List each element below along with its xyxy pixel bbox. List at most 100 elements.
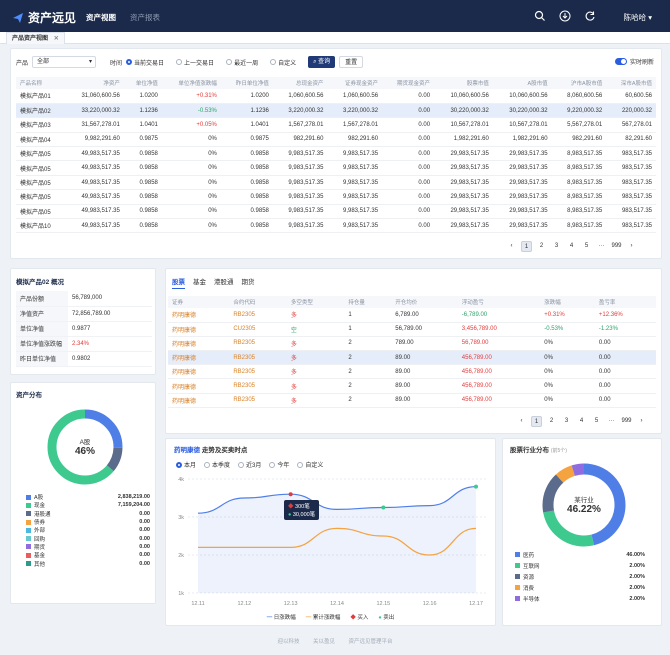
query-button[interactable]: ⌕ 查询: [308, 56, 336, 68]
radio-current-day[interactable]: 当前交易日: [126, 58, 164, 67]
legend-item[interactable]: 互联网 2.00%: [515, 560, 645, 571]
donut-segment[interactable]: [47, 409, 123, 485]
time-label: 时间: [110, 60, 123, 67]
page-button[interactable]: 1: [531, 416, 542, 427]
legend-item[interactable]: 消费 2.00%: [515, 582, 645, 593]
tab-hk-connect[interactable]: 港股通: [214, 279, 234, 286]
page-button[interactable]: 2: [539, 243, 544, 249]
legend-item[interactable]: 其他 0.00: [26, 559, 150, 568]
trade-marker[interactable]: [381, 505, 386, 510]
legend-item[interactable]: 基金 0.00: [26, 551, 150, 559]
radio-this-month[interactable]: 本月: [176, 460, 196, 469]
table-cell: 0.00: [382, 218, 435, 234]
radio-last-week[interactable]: 最近一周: [226, 58, 258, 67]
radio-this-year[interactable]: 今年: [269, 460, 289, 469]
page-button[interactable]: 999: [621, 418, 632, 424]
table-cell: 0%: [540, 350, 595, 366]
table-row[interactable]: 药明康德 RB2305 多 2 89.00 456,789.00 0% 0.00: [168, 378, 656, 394]
legend-item[interactable]: 港股通 0.00: [26, 510, 150, 518]
page-button[interactable]: 999: [611, 243, 622, 249]
trend-card: 药明康德 走势及买卖时点 本月 本季度 近3月 今年 自定义 4k 3k 2k 1k 1…: [165, 438, 496, 626]
radio-label: 近3月: [246, 463, 262, 469]
table-row[interactable]: 模拟产品05 49,983,517.35 0.9858 0% 0.9858 9,983,5…: [16, 146, 656, 162]
legend-item[interactable]: 外部 0.00: [26, 526, 150, 534]
legend-item[interactable]: 回购 0.00: [26, 534, 150, 543]
table-cell: 220,000.32: [606, 103, 656, 119]
legend-item[interactable]: 期货 0.00: [26, 543, 150, 551]
refresh-icon[interactable]: [584, 10, 596, 22]
table-cell: 1: [344, 308, 392, 323]
page-button[interactable]: 3: [554, 243, 559, 249]
legend-item[interactable]: 现金 7,159,204.00: [26, 501, 150, 509]
radio-last-3-months[interactable]: 近3月: [238, 460, 261, 469]
tab-stock[interactable]: 股票: [172, 276, 185, 289]
table-row[interactable]: 药明康德 RB2305 多 2 89.00 456,789.00 0% 0.00: [168, 393, 656, 408]
page-button[interactable]: ···: [608, 418, 615, 424]
table-row[interactable]: 药明康德 RB2305 多 2 89.00 456,789.00 0% 0.00: [168, 364, 656, 380]
radio-custom-range[interactable]: 自定义: [297, 460, 323, 469]
page-button[interactable]: 4: [579, 418, 584, 424]
table-header: 产品名称 净资产 单位净值 单位净值涨跌幅 昨日单位净值 总现金资产 证券现金资产 期货现金资…: [16, 77, 656, 89]
page-tab-product-assets[interactable]: 产品资产视图 ✕: [6, 32, 65, 44]
tab-futures[interactable]: 期货: [241, 279, 255, 286]
reset-button[interactable]: 重置: [339, 56, 364, 68]
table-row[interactable]: 模拟产品03 31,567,278.01 1.0401 +0.05% 1.0401 1,5…: [16, 117, 656, 133]
chevron-down-icon: ▾: [648, 13, 652, 22]
table-row[interactable]: 药明康德 RB2305 多 1 6,789.00 -6,789.00 +0.31% +12.3…: [168, 308, 656, 323]
page-button[interactable]: 5: [594, 418, 599, 424]
radio-prev-day[interactable]: 上一交易日: [176, 58, 214, 67]
trend-legend: ━ 日涨跌幅 ━ 累计涨跌幅 ◆ 买入 ● 卖出: [166, 613, 495, 621]
trade-marker[interactable]: [288, 492, 293, 497]
nav-asset-report[interactable]: 资产报表: [130, 13, 160, 22]
tab-fund[interactable]: 基金: [193, 279, 206, 286]
table-row[interactable]: 模拟产品05 49,983,517.35 0.9858 0% 0.9858 9,983,5…: [16, 175, 656, 191]
table-cell: 药明康德: [168, 393, 230, 408]
prev-page-icon[interactable]: ‹: [510, 243, 513, 249]
nav-asset-view[interactable]: 资产视图: [86, 13, 116, 22]
table-cell: 药明康德: [168, 350, 230, 366]
table-row[interactable]: 药明康德 CU2305 空 1 56,789.00 3,456,789.00 -0.53% -…: [168, 322, 656, 337]
next-page-icon[interactable]: ›: [630, 243, 633, 249]
table-cell: 2: [344, 378, 392, 394]
page-button[interactable]: ···: [598, 243, 605, 249]
page-button[interactable]: 3: [564, 418, 569, 424]
page-button[interactable]: 4: [569, 243, 574, 249]
page-button[interactable]: 5: [584, 243, 589, 249]
toggle-switch[interactable]: [614, 58, 627, 65]
table-row[interactable]: 模拟产品01 31,060,600.56 1.0200 +0.31% 1.0200 1,0…: [16, 89, 656, 104]
table-row[interactable]: 药明康德 RB2305 多 2 789.00 56,789.00 0% 0.00: [168, 336, 656, 352]
donut-segment[interactable]: [542, 463, 626, 547]
realtime-refresh-toggle[interactable]: 实时刷新: [614, 57, 654, 66]
page-button[interactable]: 1: [521, 241, 532, 252]
table-row[interactable]: 药明康德 RB2305 多 2 89.00 456,789.00 0% 0.00: [168, 350, 656, 366]
legend-item[interactable]: 医药 46.00%: [515, 549, 645, 560]
user-menu[interactable]: 陈哈哈 ▾: [624, 12, 652, 23]
table-row[interactable]: 模拟产品05 49,983,517.35 0.9858 0% 0.9858 9,983,5…: [16, 160, 656, 176]
radio-custom[interactable]: 自定义: [270, 58, 296, 67]
product-select[interactable]: 全部: [32, 56, 97, 68]
series-line[interactable]: [197, 486, 477, 514]
close-icon[interactable]: ✕: [53, 36, 59, 42]
legend-item[interactable]: A股 2,838,219.00: [26, 493, 150, 501]
table-row[interactable]: 模拟产品05 49,983,517.35 0.9858 0% 0.9858 9,983,5…: [16, 204, 656, 220]
table-row[interactable]: 模拟产品02 33,220,000.32 1.1236 -0.53% 1.1236 3,2…: [16, 103, 656, 119]
series-line[interactable]: [198, 527, 477, 556]
donut-segment[interactable]: [542, 463, 626, 547]
legend-item[interactable]: 债券 0.00: [26, 518, 150, 526]
table-row[interactable]: 模拟产品04 9,982,291.60 0.9875 0% 0.9875 982,291.…: [16, 132, 656, 148]
legend-item[interactable]: 半导体 2.00%: [515, 593, 645, 604]
search-icon[interactable]: [534, 10, 546, 22]
download-icon[interactable]: [559, 10, 571, 22]
table-row[interactable]: 模拟产品10 49,983,517.35 0.9858 0% 0.9858 9,983,5…: [16, 218, 656, 234]
prev-page-icon[interactable]: ‹: [520, 418, 523, 424]
next-page-icon[interactable]: ›: [640, 418, 643, 424]
donut-segment[interactable]: [542, 463, 626, 547]
radio-this-quarter[interactable]: 本季度: [204, 460, 230, 469]
app-logo[interactable]: 资产远见: [12, 9, 76, 26]
table-cell: 0%: [161, 146, 221, 162]
table-cell: 药明康德: [168, 322, 230, 337]
table-row[interactable]: 模拟产品05 49,983,517.35 0.9858 0% 0.9858 9,983,5…: [16, 189, 656, 205]
page-button[interactable]: 2: [549, 418, 554, 424]
trade-marker[interactable]: [474, 484, 478, 489]
legend-item[interactable]: 资源 2.00%: [515, 571, 645, 582]
